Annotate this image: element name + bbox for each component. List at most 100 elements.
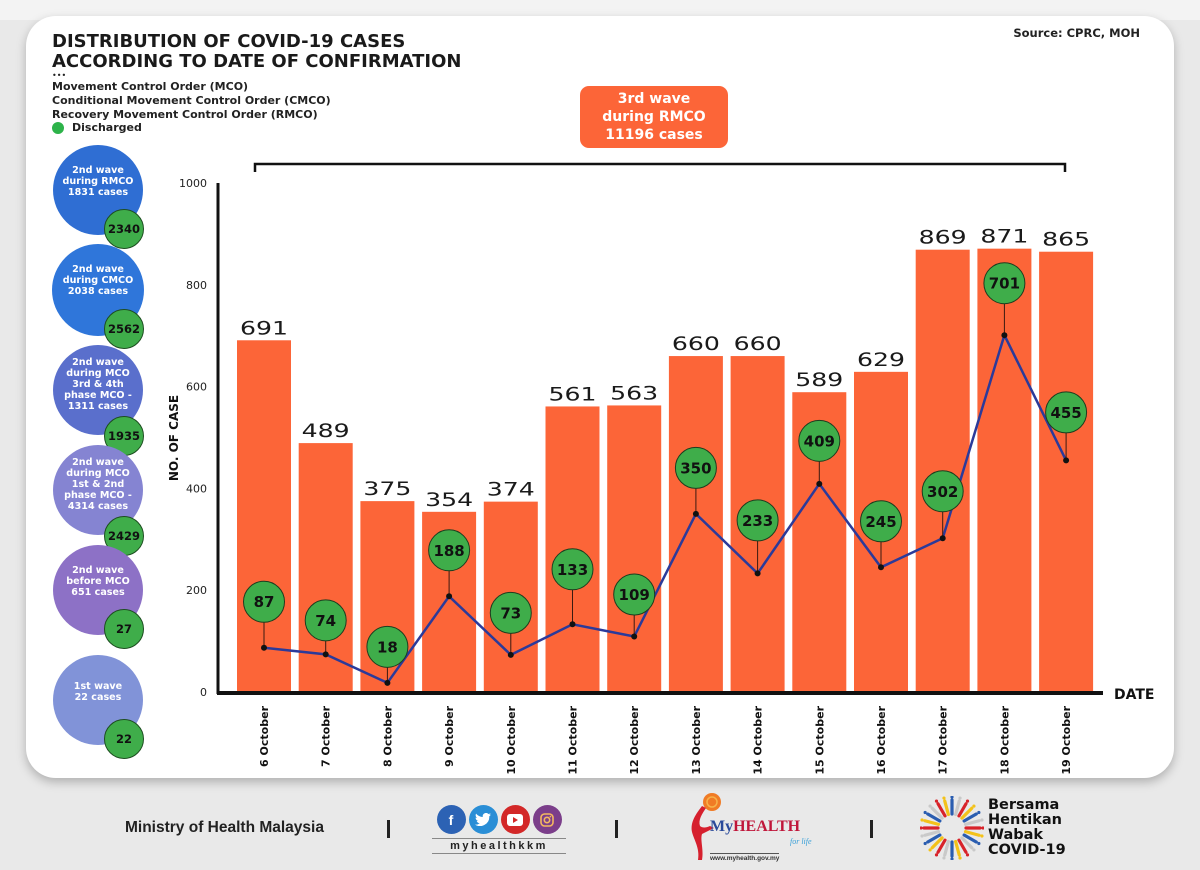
wave-bracket [253,162,1067,172]
wave-bubble-text: 3rd & 4th [72,379,124,390]
discharged-value-label: 73 [500,604,521,622]
title-line-1: DISTRIBUTION OF COVID-19 CASES [52,31,406,52]
wave-bubble-text: 2nd wave [72,264,124,275]
burst-ray [923,830,941,837]
burst-ray [963,830,981,837]
x-tick-label: 8 October [381,705,394,767]
burst-ray [936,802,947,818]
bar-value-label: 871 [980,226,1028,248]
burst-dot [928,848,932,852]
wave-discharged-badge: 2429 [104,516,144,556]
discharged-dot-icon [52,121,64,134]
discharged-bubble [243,580,285,623]
discharged-point [261,644,267,651]
wave-bubble-text: 2nd wave [72,457,124,468]
instagram-icon[interactable] [532,805,562,834]
bar-value-label: 589 [795,369,843,391]
discharged-value-label: 233 [742,512,773,530]
burst-ray [954,839,961,857]
x-tick-label: 10 October [505,705,518,774]
wave-bubble-text: 1st wave [73,681,123,692]
third-wave-line-2: during RMCO [602,109,706,125]
burst-dot [923,810,927,815]
burst-ray [926,833,942,844]
discharged-value-label: 133 [557,561,588,579]
bar-value-label: 629 [857,349,905,371]
discharged-point [384,679,391,686]
bar [607,405,662,692]
discharged-bubble [736,499,779,542]
burst-ray [957,802,968,818]
legend-discharged: Discharged [52,121,142,134]
x-tick-label: 6 October [258,705,271,767]
myhealth-brand: MyHEALTH [710,818,801,835]
myhealth-tagline: for life [790,837,812,846]
footer-separator [615,820,618,838]
footer-separator [387,820,390,838]
y-tick-label: 0 [200,686,207,699]
x-tick-label: 9 October [443,705,456,767]
burst-dot [972,848,976,852]
burst-dot [977,810,981,815]
bar-value-label: 354 [425,489,473,511]
bar-value-label: 375 [363,478,411,500]
page-title: DISTRIBUTION OF COVID-19 CASES ACCORDING… [52,32,462,72]
myhealth-figure-icon [691,793,721,860]
burst-dot [972,804,976,808]
wave-bubble-text: 2038 cases [67,286,129,297]
myhealth-logo: MyHEALTH for life www.myhealth.gov.my [680,792,820,868]
burst-ray [930,806,944,820]
discharged-point [754,570,761,577]
discharged-bubble [798,419,841,462]
burst-ray [963,819,981,826]
discharged-line [263,331,1068,685]
bar-value-label: 691 [240,317,288,339]
legend-rmco: Recovery Movement Control Order (RMCO) [52,108,318,121]
discharged-point [631,633,638,640]
burst-ray [962,812,978,823]
wave-bubble-text: phase MCO - [64,390,132,401]
burst-dot [965,853,970,857]
wave-bubble-text: before MCO [66,576,130,587]
third-wave-line-1: 3rd wave [617,91,691,107]
discharged-bubble [921,470,964,513]
wave-discharged-badge: 2340 [104,209,144,249]
bar-value-label: 865 [1042,229,1090,251]
discharged-bubble [304,599,347,642]
discharged-bubble [983,262,1026,305]
y-axis-label: NO. OF CASE [167,395,181,481]
myhealth-url[interactable]: www.myhealth.gov.my [710,853,780,862]
twitter-icon[interactable] [468,805,498,834]
burst-dot [920,834,924,838]
x-tick-label: 7 October [320,705,333,767]
wave-bubble-text: 651 cases [71,587,125,598]
campaign-line: Hentikan [988,812,1062,828]
discharged-bubble [428,529,471,572]
wave-bubble-text: 2nd wave [72,565,124,576]
discharged-point [1001,332,1008,339]
y-tick-label: 400 [186,482,207,495]
burst-dot [980,818,984,822]
x-tick-label: 12 October [628,705,641,774]
campaign-burst-icon [920,796,984,860]
burst-dot [934,799,939,803]
burst-dot [958,856,962,860]
facebook-icon[interactable]: f [436,805,466,834]
burst-dot [958,796,962,800]
discharged-value-label: 302 [927,483,958,501]
wave-bubble-text: during RMCO [62,176,134,187]
wave-bubble-text: 4314 cases [67,501,129,512]
x-tick-label: 16 October [875,705,888,774]
burst-ray [923,819,941,826]
wave-bubble-text: 2nd wave [72,165,124,176]
third-wave-line-3: 11196 cases [605,127,703,143]
discharged-value-label: 87 [254,593,275,611]
youtube-icon[interactable] [500,805,530,834]
discharged-bubble [489,591,532,634]
burst-dot [981,826,984,830]
wave-bubble-text: 2nd wave [72,357,124,368]
campaign-text: Bersama Hentikan Wabak COVID-19 [988,798,1066,858]
discharged-value-label: 350 [680,459,711,477]
y-tick-label: 600 [186,381,207,394]
x-tick-label: 17 October [937,705,950,774]
